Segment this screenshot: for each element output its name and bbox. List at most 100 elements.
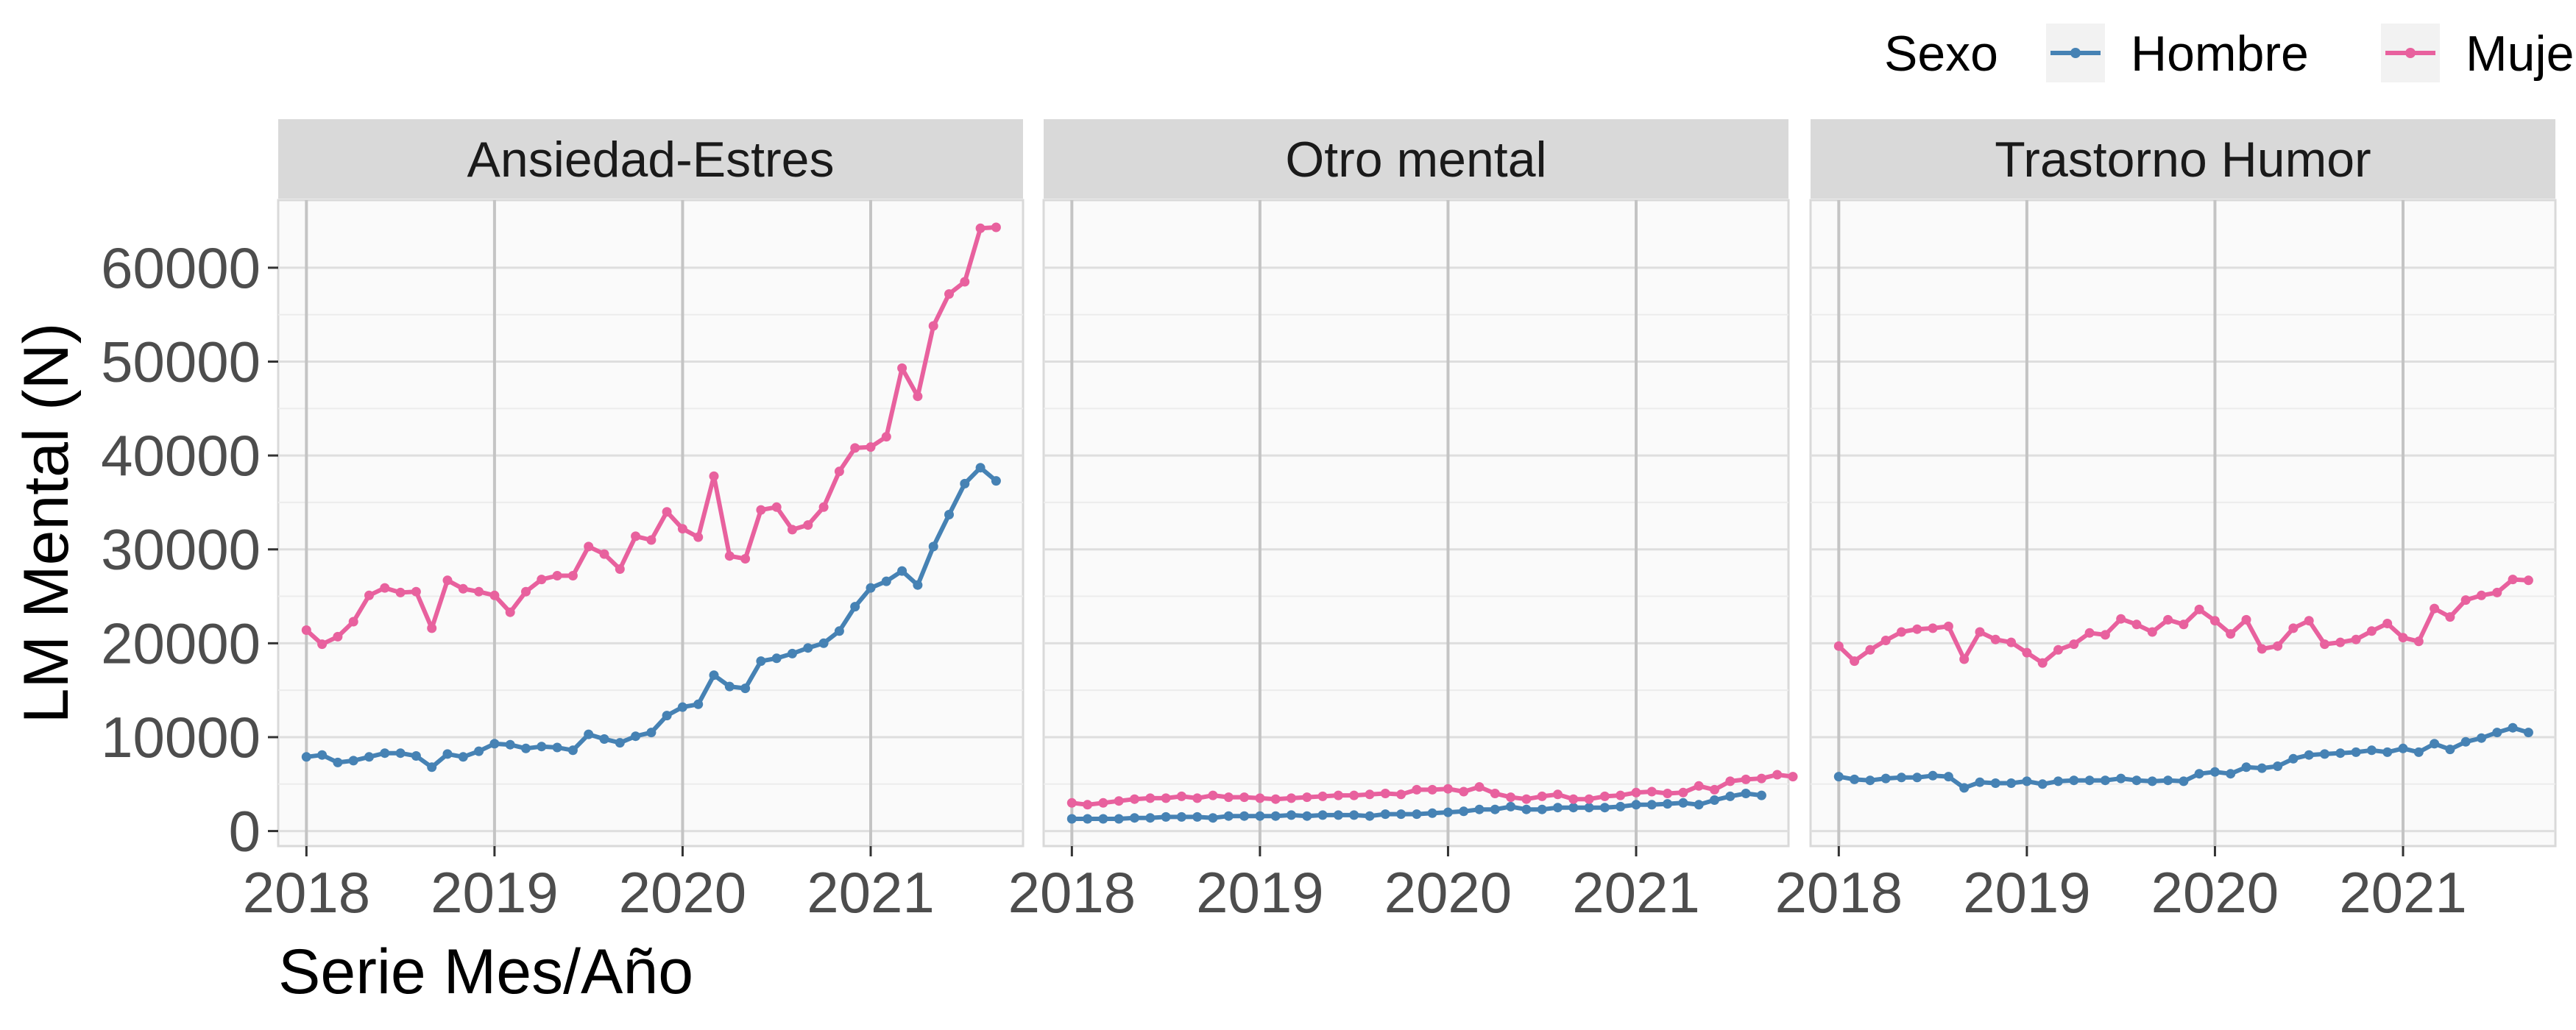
data-point-mujer: [975, 223, 986, 233]
data-point-hombre: [1412, 809, 1422, 820]
data-point-mujer: [427, 623, 437, 633]
x-tick-label: 2018: [243, 860, 371, 925]
data-point-hombre: [1208, 813, 1218, 823]
data-point-hombre: [788, 648, 797, 658]
data-point-hombre: [2366, 745, 2377, 756]
data-point-hombre: [1083, 814, 1093, 824]
data-point-hombre: [1943, 772, 1953, 782]
data-point-mujer: [662, 507, 672, 517]
data-point-mujer: [395, 587, 406, 597]
y-tick-label: 0: [229, 799, 261, 864]
data-point-mujer: [1380, 789, 1390, 798]
data-point-hombre: [2084, 775, 2095, 786]
data-point-mujer: [866, 442, 876, 452]
data-point-mujer: [1270, 794, 1281, 804]
data-point-mujer: [2523, 575, 2533, 586]
data-point-mujer: [1302, 792, 1312, 803]
data-point-hombre: [881, 576, 891, 586]
data-point-mujer: [1412, 784, 1422, 795]
data-point-hombre: [1521, 804, 1532, 814]
data-point-mujer: [1239, 792, 1250, 803]
data-point-hombre: [1114, 814, 1124, 824]
data-point-mujer: [505, 607, 515, 617]
y-tick-label: 30000: [101, 517, 261, 582]
data-point-mujer: [1741, 774, 1751, 784]
data-point-mujer: [2382, 619, 2393, 628]
data-point-mujer: [2320, 639, 2329, 650]
data-point-hombre: [1880, 773, 1891, 784]
data-point-hombre: [1287, 810, 1296, 820]
data-point-mujer: [2037, 658, 2048, 668]
data-point-mujer: [1756, 773, 1766, 784]
data-point-hombre: [2069, 775, 2079, 786]
data-point-hombre: [1599, 803, 1610, 813]
data-point-hombre: [1975, 777, 1985, 787]
data-point-mujer: [1663, 789, 1673, 798]
data-point-hombre: [1270, 811, 1281, 821]
data-point-mujer: [2257, 644, 2267, 654]
data-point-hombre: [364, 752, 374, 762]
data-point-mujer: [1255, 793, 1265, 803]
data-point-mujer: [2147, 627, 2157, 637]
data-point-hombre: [2241, 762, 2251, 772]
data-point-mujer: [2273, 641, 2283, 651]
data-point-mujer: [1897, 627, 1906, 637]
data-point-hombre: [1616, 801, 1626, 811]
data-point-hombre: [2053, 776, 2063, 786]
data-point-mujer: [348, 617, 358, 627]
data-point-hombre: [2382, 747, 2393, 757]
data-point-mujer: [1833, 641, 1844, 651]
x-tick-label: 2021: [807, 860, 935, 925]
data-point-mujer: [771, 502, 782, 512]
data-point-mujer: [1176, 791, 1186, 801]
data-point-hombre: [348, 756, 358, 766]
data-point-hombre: [474, 746, 484, 756]
data-point-mujer: [1725, 776, 1735, 786]
data-point-mujer: [1349, 790, 1359, 800]
data-point-mujer: [2163, 614, 2173, 625]
data-point-hombre: [2131, 775, 2142, 786]
data-point-hombre: [2273, 761, 2283, 771]
data-point-mujer: [364, 590, 374, 600]
data-point-hombre: [2226, 769, 2236, 779]
data-point-mujer: [552, 571, 562, 580]
data-point-hombre: [1553, 803, 1563, 813]
data-point-hombre: [1990, 778, 2000, 788]
data-point-hombre: [724, 681, 735, 692]
x-tick-label: 2020: [2151, 860, 2279, 925]
data-point-hombre: [2492, 728, 2502, 738]
data-point-hombre: [1725, 791, 1735, 801]
x-tick-label: 2018: [1775, 860, 1903, 925]
y-tick-label: 20000: [101, 611, 261, 675]
data-point-mujer: [1990, 634, 2000, 644]
data-point-hombre: [599, 734, 609, 744]
data-point-mujer: [2460, 595, 2471, 605]
data-point-mujer: [631, 531, 641, 541]
data-point-hombre: [928, 541, 938, 552]
data-point-hombre: [1349, 810, 1359, 820]
data-point-hombre: [1333, 810, 1343, 820]
data-point-mujer: [1396, 789, 1406, 800]
data-point-mujer: [1506, 792, 1516, 803]
data-point-hombre: [2147, 776, 2157, 786]
legend-key-point-hombre: [2070, 48, 2081, 58]
data-point-hombre: [317, 750, 328, 760]
y-axis-title: LM Mental (N): [11, 323, 82, 724]
data-point-mujer: [333, 631, 343, 642]
data-point-hombre: [960, 478, 970, 489]
data-point-mujer: [1287, 793, 1296, 803]
data-point-mujer: [756, 505, 766, 515]
panel-background-ansiedad-estres: [277, 199, 1025, 848]
data-point-mujer: [1114, 796, 1124, 806]
data-point-mujer: [615, 564, 625, 574]
data-point-hombre: [818, 638, 829, 648]
data-point-mujer: [1880, 636, 1891, 645]
x-tick-label: 2020: [1384, 860, 1512, 925]
data-point-mujer: [2022, 647, 2032, 658]
data-point-hombre: [1427, 808, 1437, 818]
data-point-mujer: [2209, 616, 2220, 626]
data-point-hombre: [2320, 749, 2329, 759]
data-point-hombre: [866, 583, 876, 593]
data-point-hombre: [1912, 772, 1922, 783]
